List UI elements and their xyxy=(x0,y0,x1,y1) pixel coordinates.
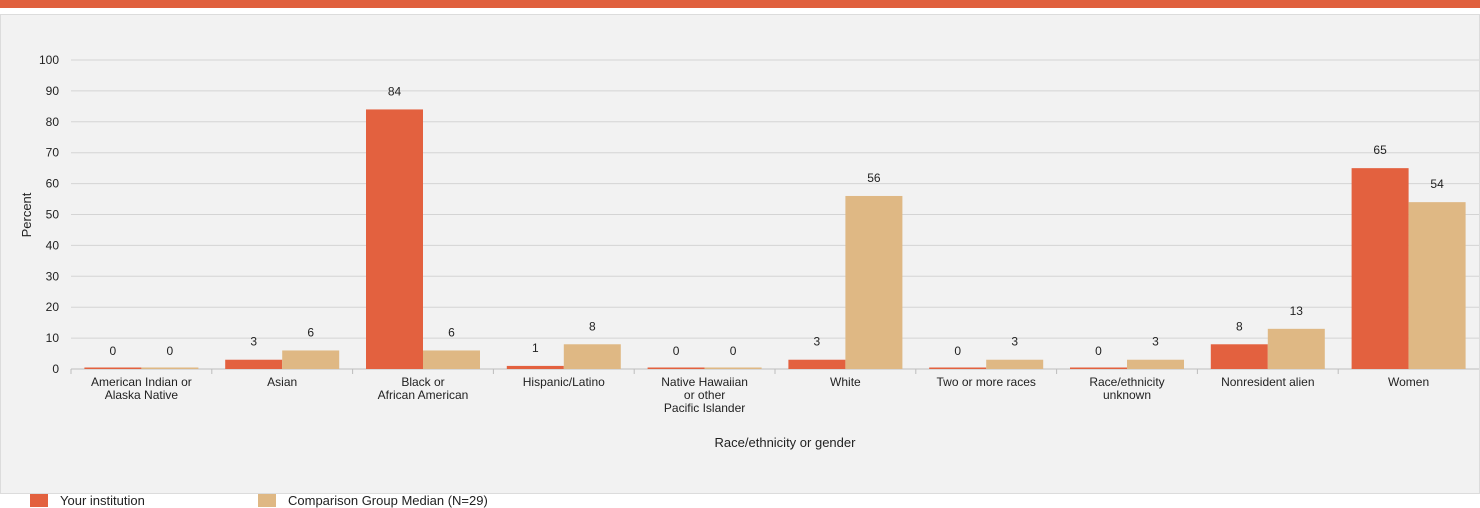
bar-comparison-group xyxy=(704,367,762,369)
legend-swatch-your-institution xyxy=(30,493,48,507)
bar-comparison-group xyxy=(1267,328,1325,369)
legend-item-your-institution: Your institution xyxy=(30,492,145,508)
bar-your-institution xyxy=(1210,344,1268,369)
bar-comparison-group xyxy=(423,350,480,369)
y-tick-label: 50 xyxy=(46,208,60,222)
bar-comparison-group xyxy=(845,195,903,369)
data-label: 65 xyxy=(1373,143,1387,157)
x-tick-label: African American xyxy=(378,388,469,402)
x-tick-label: Race/ethnicity xyxy=(1089,375,1164,389)
x-tick-label: Asian xyxy=(267,375,297,389)
legend-item-comparison-group: Comparison Group Median (N=29) xyxy=(258,492,488,508)
y-tick-label: 30 xyxy=(46,269,60,283)
y-tick-label: 90 xyxy=(46,84,60,98)
legend: Your institution Comparison Group Median… xyxy=(0,492,1480,508)
legend-swatch-comparison-group xyxy=(258,493,276,507)
bar-comparison-group xyxy=(282,350,340,369)
top-accent-bar xyxy=(0,0,1480,8)
data-label: 8 xyxy=(1236,319,1243,333)
x-tick-label: White xyxy=(830,375,861,389)
x-tick-label: Black or xyxy=(401,375,444,389)
x-tick-label: Women xyxy=(1388,375,1429,389)
data-label: 0 xyxy=(110,344,117,358)
y-tick-label: 60 xyxy=(46,177,60,191)
x-tick-label: Hispanic/Latino xyxy=(523,375,605,389)
y-tick-label: 100 xyxy=(39,53,59,67)
x-tick-label: Nonresident alien xyxy=(1221,375,1314,389)
data-label: 3 xyxy=(1152,335,1159,349)
y-tick-label: 20 xyxy=(46,300,60,314)
data-label: 56 xyxy=(867,171,881,185)
x-tick-label: unknown xyxy=(1103,388,1151,402)
bar-comparison-group xyxy=(1127,359,1184,369)
data-label: 3 xyxy=(1011,335,1018,349)
data-label: 1 xyxy=(532,341,539,355)
data-label: 0 xyxy=(730,344,737,358)
legend-label-your-institution: Your institution xyxy=(60,492,145,508)
x-tick-label: American Indian or xyxy=(91,375,192,389)
legend-label-comparison-group: Comparison Group Median (N=29) xyxy=(288,492,488,508)
bar-your-institution xyxy=(225,359,283,369)
y-tick-label: 10 xyxy=(46,331,60,345)
bar-comparison-group xyxy=(563,344,621,369)
bar-comparison-group xyxy=(1408,202,1466,369)
data-label: 84 xyxy=(388,84,402,98)
data-label: 0 xyxy=(954,344,961,358)
bar-your-institution xyxy=(506,365,564,369)
data-label: 6 xyxy=(307,325,314,339)
x-tick-label: Alaska Native xyxy=(105,388,179,402)
y-tick-label: 70 xyxy=(46,146,60,160)
chart-panel: 0 10 20 30 40 50 60 70 80 90 100 0 0 American Indian … xyxy=(0,14,1480,494)
bar-your-institution xyxy=(1070,367,1127,369)
bar-comparison-group xyxy=(986,359,1044,369)
data-label: 6 xyxy=(448,325,455,339)
x-tick-label: or other xyxy=(684,388,725,402)
data-label: 0 xyxy=(167,344,174,358)
bar-your-institution xyxy=(1351,168,1409,369)
y-tick-label: 80 xyxy=(46,115,60,129)
bar-your-institution xyxy=(84,367,142,369)
x-tick-label: Two or more races xyxy=(937,375,1036,389)
data-label: 8 xyxy=(589,319,596,333)
data-label: 3 xyxy=(814,335,821,349)
data-label: 13 xyxy=(1290,304,1304,318)
bar-your-institution xyxy=(647,367,705,369)
x-tick-label: Native Hawaiian xyxy=(661,375,748,389)
data-label: 54 xyxy=(1430,177,1444,191)
bar-comparison-group xyxy=(141,367,199,369)
data-label: 3 xyxy=(250,335,257,349)
y-tick-label: 0 xyxy=(52,362,59,376)
bar-your-institution xyxy=(929,367,987,369)
bar-your-institution xyxy=(366,109,423,369)
y-axis-title: Percent xyxy=(19,192,34,237)
x-tick-label: Pacific Islander xyxy=(664,401,745,415)
bar-your-institution xyxy=(788,359,846,369)
y-tick-label: 40 xyxy=(46,238,60,252)
data-label: 0 xyxy=(673,344,680,358)
data-label: 0 xyxy=(1095,344,1102,358)
x-axis-title: Race/ethnicity or gender xyxy=(715,435,857,450)
